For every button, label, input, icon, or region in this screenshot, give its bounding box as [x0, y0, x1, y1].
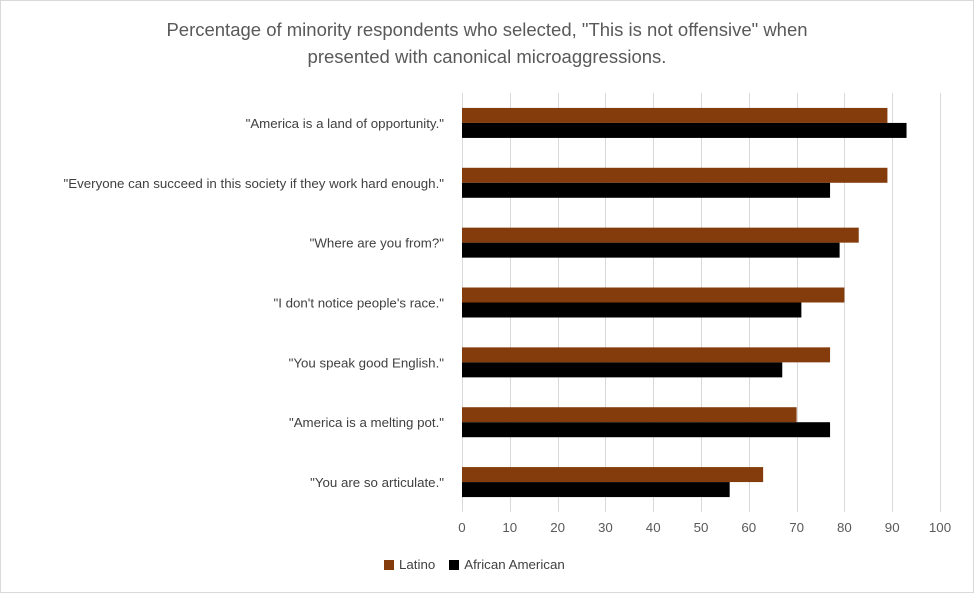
legend-label-latino: Latino: [399, 557, 436, 572]
x-tick-label-30: 30: [598, 520, 613, 535]
x-tick-label-90: 90: [885, 520, 900, 535]
bar-african-american-3: [462, 302, 802, 318]
chart-title-line-1: Percentage of minority respondents who s…: [166, 19, 808, 40]
bar-latino-3: [462, 287, 845, 303]
bar-latino-2: [462, 227, 859, 243]
bar-african-american-4: [462, 362, 783, 378]
bars: [462, 107, 907, 498]
category-label-2: "Where are you from?": [310, 236, 445, 251]
bar-latino-1: [462, 167, 888, 183]
x-tick-label-50: 50: [694, 520, 709, 535]
legend-swatch-african-american: [449, 559, 460, 570]
x-tick-label-70: 70: [789, 520, 804, 535]
category-label-1: "Everyone can succeed in this society if…: [64, 176, 445, 191]
x-tick-label-100: 100: [929, 520, 951, 535]
bar-latino-6: [462, 467, 764, 483]
x-tick-label-0: 0: [458, 520, 465, 535]
legend-swatch-latino: [384, 559, 394, 570]
bar-african-american-1: [462, 182, 831, 198]
legend-item-african-american: African American: [449, 557, 565, 572]
category-label-6: "You are so articulate.": [310, 475, 444, 490]
bar-latino-0: [462, 107, 888, 123]
category-labels: "America is a land of opportunity." "Ever…: [64, 116, 445, 490]
category-label-0: "America is a land of opportunity.": [246, 116, 445, 131]
bar-african-american-2: [462, 242, 840, 258]
x-tick-label-40: 40: [646, 520, 661, 535]
bar-latino-4: [462, 347, 831, 363]
x-tick-label-10: 10: [502, 520, 517, 535]
legend: Latino African American: [384, 557, 565, 572]
chart-title-line-2: presented with canonical microaggression…: [307, 46, 667, 67]
x-tick-label-60: 60: [741, 520, 756, 535]
bar-latino-5: [462, 407, 797, 423]
legend-item-latino: Latino: [384, 557, 435, 572]
bar-african-american-6: [462, 482, 730, 498]
bar-african-american-5: [462, 422, 831, 438]
x-tick-label-20: 20: [550, 520, 565, 535]
category-label-3: "I don't notice people's race.": [274, 296, 445, 311]
category-label-5: "America is a melting pot.": [289, 415, 444, 430]
x-tick-label-80: 80: [837, 520, 852, 535]
category-label-4: "You speak good English.": [289, 355, 445, 370]
bar-african-american-0: [462, 122, 907, 138]
x-axis-tick-labels: 0 10 20 30 40 50 60 70 80 90 100: [458, 520, 951, 535]
chart-title: Percentage of minority respondents who s…: [0, 16, 974, 70]
legend-label-african-american: African American: [464, 557, 565, 572]
